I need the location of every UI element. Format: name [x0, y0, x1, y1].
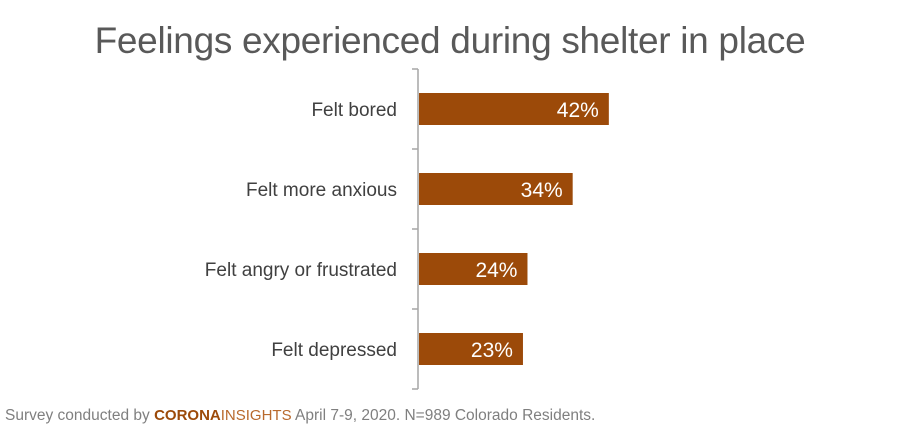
chart-title: Feelings experienced during shelter in p… [94, 20, 806, 61]
data-label: 42% [557, 99, 599, 122]
bar [419, 93, 609, 125]
bar [419, 253, 528, 285]
category-label: Felt angry or frustrated [205, 260, 397, 281]
bar [419, 333, 523, 365]
brand-name-light: INSIGHTS [220, 407, 292, 424]
data-label: 24% [475, 259, 517, 282]
category-label: Felt bored [311, 100, 397, 121]
brand-name-bold: CORONA [154, 407, 221, 424]
data-label: 23% [471, 339, 513, 362]
category-labels: Felt bored Felt more anxious Felt angry or… [205, 100, 397, 361]
category-label: Felt more anxious [246, 180, 397, 201]
source-footnote: Survey conducted by CORONAINSIGHTS April… [5, 407, 595, 425]
bar [419, 173, 573, 205]
category-axis [412, 68, 419, 390]
category-label: Felt depressed [271, 340, 397, 361]
data-labels: 42% 34% 24% 23% [471, 99, 599, 362]
footnote-suffix: April 7-9, 2020. N=989 Colorado Resident… [291, 407, 596, 424]
data-label: 34% [521, 179, 563, 202]
bars [419, 93, 609, 365]
footnote-prefix: Survey conducted by [5, 407, 155, 424]
